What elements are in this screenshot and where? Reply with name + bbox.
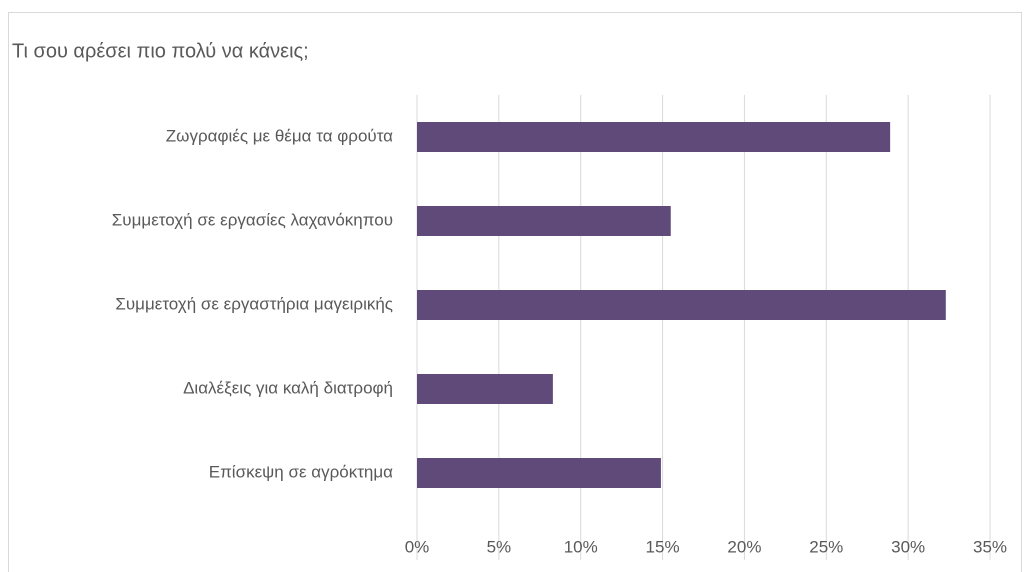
- y-tick-label: Ζωγραφιές με θέμα τα φρούτα: [166, 126, 393, 145]
- bar: [417, 374, 553, 404]
- y-tick-label: Διαλέξεις για καλή διατροφή: [183, 378, 393, 397]
- x-tick-label: 30%: [891, 537, 925, 556]
- x-tick-label: 15%: [646, 537, 680, 556]
- x-tick-label: 20%: [727, 537, 761, 556]
- bar: [417, 122, 891, 152]
- x-tick-label: 10%: [564, 537, 598, 556]
- chart-title: Τι σου αρέσει πιο πολύ να κάνεις;: [12, 40, 309, 62]
- y-tick-label: Επίσκεψη σε αγρόκτημα: [209, 462, 393, 481]
- x-tick-label: 5%: [487, 537, 512, 556]
- y-tick-label: Συμμετοχή σε εργασίες λαχανόκηπου: [112, 210, 393, 229]
- x-tick-label: 0%: [405, 537, 430, 556]
- bar: [417, 458, 661, 488]
- x-tick-label: 25%: [809, 537, 843, 556]
- bar: [417, 290, 946, 320]
- x-tick-label: 35%: [973, 537, 1007, 556]
- y-tick-label: Συμμετοχή σε εργαστήρια μαγειρικής: [115, 294, 393, 313]
- bar: [417, 206, 671, 236]
